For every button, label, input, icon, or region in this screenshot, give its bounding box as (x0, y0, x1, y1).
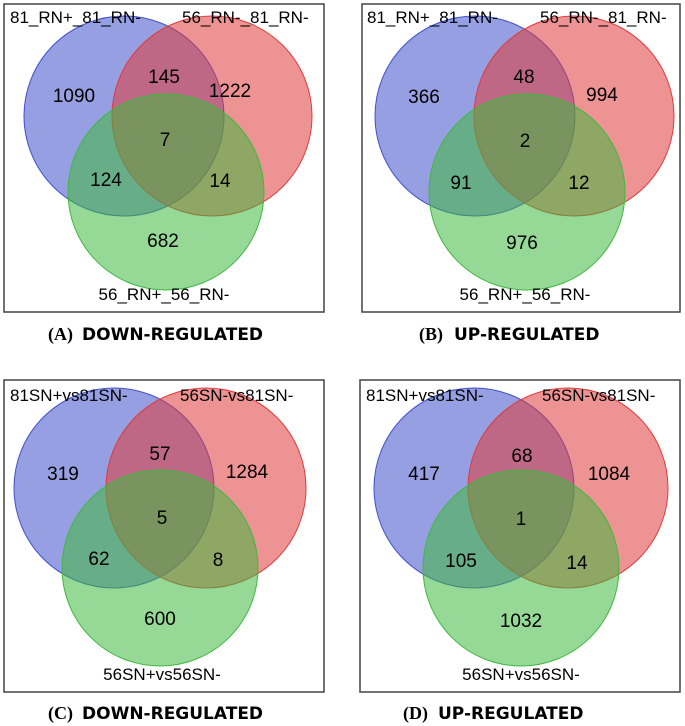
panel-a: 81_RN+_81_RN- 56_RN-_81_RN- 56_RN+_56_RN… (3, 3, 325, 313)
panel-b-count-a-only: 366 (408, 87, 440, 108)
panel-d-count-ab: 68 (511, 446, 532, 467)
panel-a-count-b-only: 1222 (209, 81, 251, 102)
panel-d: 81SN+vs81SN- 56SN-vs81SN- 56SN+vs56SN- 4… (359, 379, 681, 693)
panel-c-count-c-only: 600 (144, 609, 176, 630)
panel-a-set-b-label: 56_RN-_81_RN- (182, 8, 309, 27)
panel-d-circle-c (422, 469, 620, 667)
panel-a-caption-letter: (A) (48, 324, 73, 345)
panel-b-count-ab: 48 (513, 67, 534, 88)
panel-c-set-b-label: 56SN-vs81SN- (180, 386, 293, 405)
panel-d-count-abc: 1 (516, 509, 527, 530)
panel-d-set-b-label: 56SN-vs81SN- (542, 386, 655, 405)
panel-c: 81SN+vs81SN- 56SN-vs81SN- 56SN+vs56SN- 3… (3, 379, 325, 693)
panel-d-count-a-only: 417 (408, 464, 440, 485)
panel-c-count-ab: 57 (149, 444, 170, 465)
panel-d-count-ac: 105 (445, 551, 477, 572)
panel-a-count-bc: 14 (209, 171, 231, 192)
panel-b-set-c-label: 56_RN+_56_RN- (460, 285, 591, 304)
panel-c-caption-letter: (C) (48, 703, 73, 724)
panel-d-set-c-label: 56SN+vs56SN- (462, 665, 580, 684)
panel-a-count-abc: 7 (160, 130, 171, 151)
panel-d-set-a-label: 81SN+vs81SN- (366, 386, 484, 405)
panel-d-caption-title: UP-REGULATED (438, 704, 583, 724)
panel-a-count-a-only: 1090 (53, 86, 95, 107)
panel-c-circle-c (61, 469, 259, 667)
panel-c-set-a-label: 81SN+vs81SN- (10, 386, 128, 405)
panel-b: 81_RN+_81_RN- 56_RN-_81_RN- 56_RN+_56_RN… (361, 3, 681, 313)
panel-a-count-ac: 124 (90, 170, 122, 191)
panel-b-count-b-only: 994 (586, 85, 618, 106)
panel-a-set-c-label: 56_RN+_56_RN- (99, 285, 230, 304)
panel-b-count-ac: 91 (450, 173, 471, 194)
panel-d-count-bc: 14 (566, 553, 588, 574)
panel-a-caption-title: DOWN-REGULATED (82, 325, 263, 345)
panel-c-count-abc: 5 (157, 508, 168, 529)
panel-d-count-b-only: 1084 (588, 464, 631, 485)
panel-b-count-bc: 12 (568, 173, 589, 194)
panel-b-count-c-only: 976 (506, 233, 538, 254)
panel-c-count-bc: 8 (213, 550, 224, 571)
panel-a-count-c-only: 682 (147, 231, 179, 252)
panel-b-circle-c (428, 93, 626, 291)
panel-b-caption-title: UP-REGULATED (454, 325, 599, 345)
panel-b-set-a-label: 81_RN+_81_RN- (367, 8, 498, 27)
panel-d-caption-letter: (D) (403, 703, 428, 724)
panel-c-caption-title: DOWN-REGULATED (82, 704, 263, 724)
panel-c-count-a-only: 319 (47, 464, 79, 485)
panel-a-circle-c (67, 93, 265, 291)
panel-a-count-ab: 145 (148, 67, 180, 88)
panel-b-count-abc: 2 (520, 131, 531, 152)
panel-c-count-b-only: 1284 (226, 462, 269, 483)
panel-c-count-ac: 62 (88, 549, 109, 570)
panel-a-set-a-label: 81_RN+_81_RN- (10, 8, 141, 27)
panel-b-set-b-label: 56_RN-_81_RN- (540, 8, 667, 27)
panel-c-set-c-label: 56SN+vs56SN- (103, 665, 221, 684)
panel-b-caption-letter: (B) (419, 324, 443, 345)
panel-d-count-c-only: 1032 (500, 611, 542, 632)
